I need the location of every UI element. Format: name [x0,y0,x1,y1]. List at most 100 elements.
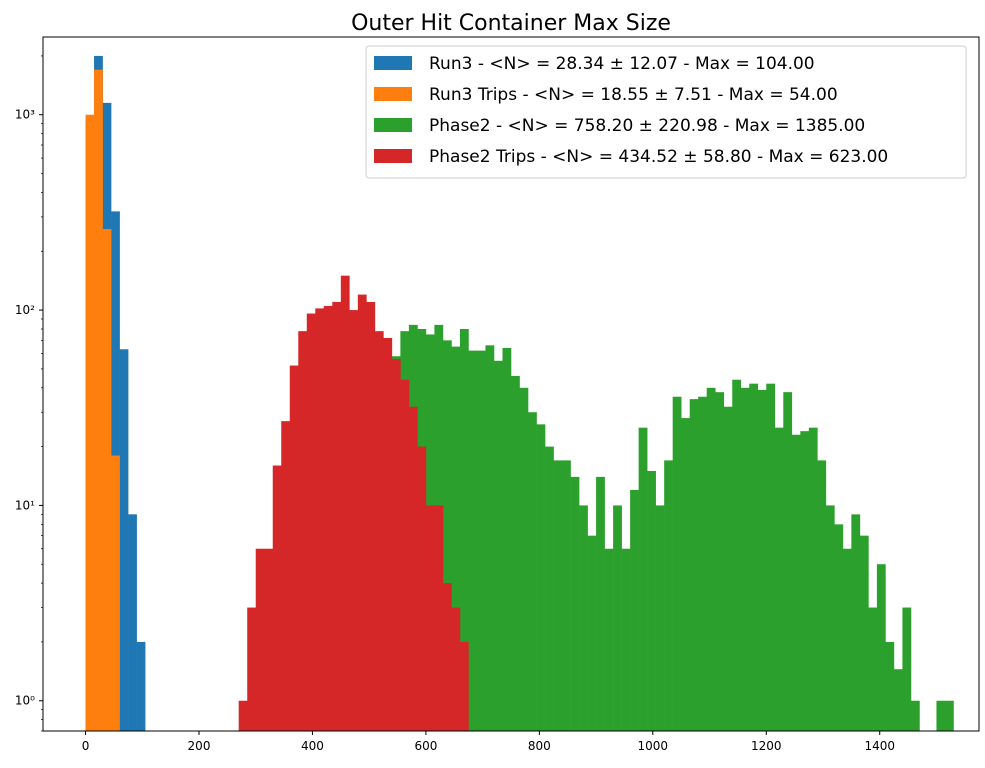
bar [136,641,146,731]
bar [349,310,359,731]
bar [902,607,912,731]
bar [366,301,376,731]
bar [485,345,495,731]
bar [119,349,129,731]
legend-swatch [374,56,412,70]
bar [400,379,410,731]
bar [459,641,469,731]
bar [306,313,316,731]
legend-label: Run3 Trips - <N> = 18.55 ± 7.51 - Max = … [429,85,838,105]
bar [459,329,469,731]
x-tick-label: 1400 [864,739,895,753]
bar [630,489,639,731]
bar [749,383,759,731]
bar [681,418,690,731]
bar [511,375,520,731]
bar [647,471,656,731]
bar [408,406,418,731]
bar [851,514,861,731]
plot-frame [42,36,980,732]
bar [442,340,452,731]
bar [740,387,750,731]
legend-swatch [374,118,412,132]
bar [553,460,563,731]
bar [281,421,291,731]
legend-label: Phase2 Trips - <N> = 434.52 ± 58.80 - Ma… [429,147,888,167]
bar [817,460,827,731]
legend-swatch [374,149,412,163]
bar [298,331,308,731]
bar [723,406,733,731]
series-1 [85,69,120,732]
bar [502,347,512,731]
legend-label: Phase2 - <N> = 758.20 ± 220.98 - Max = 1… [429,116,865,136]
bar [272,465,282,731]
legend: Run3 - <N> = 28.34 ± 12.07 - Max = 104.0… [365,45,967,179]
x-axis: 0 200 400 600 800 1000 1200 1400 [82,731,895,753]
bar [766,383,776,731]
bar [451,607,461,731]
bar [808,427,818,731]
bar [800,431,810,731]
chart-title: Outer Hit Container Max Size [351,11,671,36]
bar [664,460,673,731]
bar [936,700,946,731]
bar [706,387,716,731]
bar [451,346,461,731]
bar [672,396,682,731]
bar [885,641,895,731]
bar [596,476,605,731]
y-tick-label: 10⁰ [15,694,35,708]
legend-box [365,45,967,179]
bar [842,548,852,731]
bar [570,476,580,731]
bar [476,350,486,731]
bar [834,524,844,731]
x-tick-label: 1200 [751,739,782,753]
bar [757,389,767,731]
bar [536,424,546,731]
bar [910,700,920,731]
bar [715,392,725,731]
bar [655,505,665,731]
bar [111,455,120,731]
bar [562,460,571,731]
bar [264,548,274,731]
bar [442,583,452,731]
bar [289,365,299,731]
legend-swatch [374,87,412,101]
bar [255,548,265,731]
x-tick-label: 200 [188,739,211,753]
bar [621,548,631,731]
bar [128,514,137,731]
bar [94,69,103,732]
bar [417,446,427,731]
bar [783,392,793,731]
x-tick-label: 1000 [638,739,669,753]
x-tick-label: 400 [301,739,324,753]
bar [332,301,342,731]
bar [468,350,478,731]
bar [493,360,503,731]
bar [374,331,384,731]
y-tick-label: 10³ [15,108,35,122]
x-tick-label: 0 [82,739,90,753]
bar [425,505,435,731]
bar [604,548,614,731]
y-axis: 10⁰ 10¹ 10² 10³ [15,55,43,732]
y-tick-label: 10² [15,303,35,317]
bar [859,535,869,731]
bar [315,308,325,731]
bar [698,396,708,731]
bar [383,337,393,731]
bar [545,446,554,731]
bar [528,412,537,731]
series-2 [391,324,954,731]
bar [613,505,622,731]
bar [102,229,112,731]
x-tick-label: 800 [528,739,551,753]
series-3 [238,275,469,731]
bar [579,505,588,731]
